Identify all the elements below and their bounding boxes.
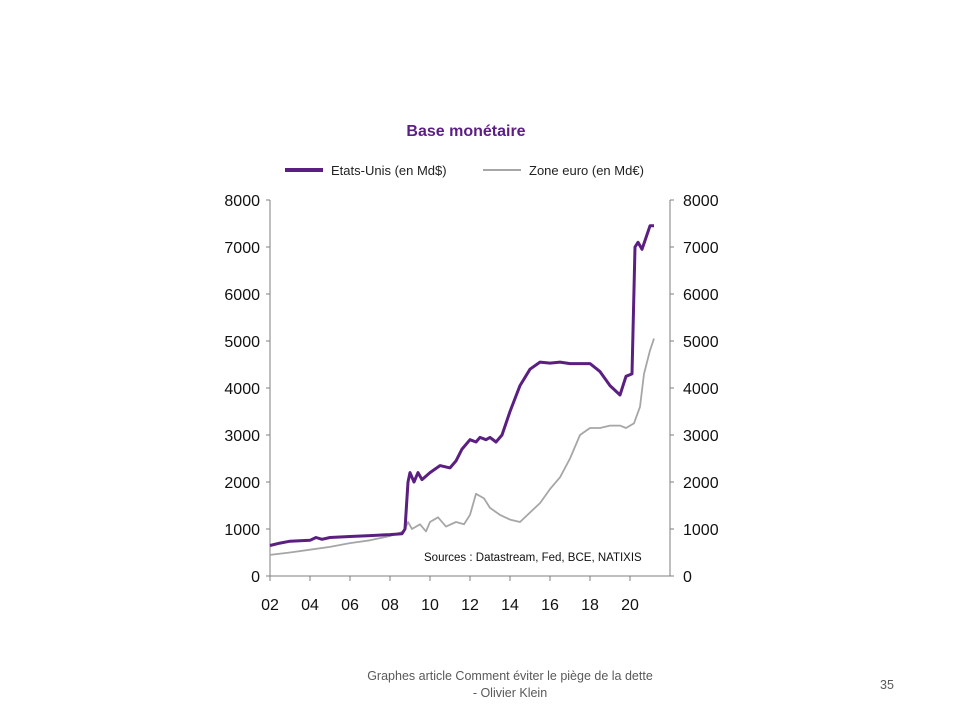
x-tick-label: 06 — [341, 597, 359, 614]
x-tick-label: 10 — [421, 597, 439, 614]
series-line-us — [269, 224, 654, 547]
y-tick-label-left: 1000 — [224, 522, 260, 539]
y-tick-label-right: 1000 — [683, 522, 719, 539]
y-tick-label-right: 8000 — [683, 193, 719, 210]
y-tick-label-left: 3000 — [224, 428, 260, 445]
y-tick-label-right: 2000 — [683, 475, 719, 492]
y-tick-label-right: 0 — [683, 569, 692, 586]
y-tick-label-left: 8000 — [224, 193, 260, 210]
x-tick-label: 14 — [501, 597, 519, 614]
footer-line2: - Olivier Klein — [472, 686, 548, 700]
axes — [269, 200, 671, 577]
page-number: 35 — [880, 678, 894, 692]
legend-label-us: Etats-Unis (en Md$) — [331, 163, 447, 178]
y-tick-label-left: 6000 — [224, 287, 260, 304]
y-tick-label-left: 4000 — [224, 381, 260, 398]
x-tick-label: 20 — [621, 597, 639, 614]
x-tick-label: 02 — [261, 597, 279, 614]
source-note: Sources : Datastream, Fed, BCE, NATIXIS — [424, 552, 642, 564]
ticks: 0 1000 2000 3000 4000 5000 6000 7000 8000 0 1000 20… — [224, 193, 718, 614]
x-tick-label: 12 — [461, 597, 479, 614]
y-tick-label-right: 5000 — [683, 334, 719, 351]
y-tick-label-left: 7000 — [224, 240, 260, 257]
footer-line1: Graphes article Comment éviter le piège … — [367, 669, 653, 683]
series — [269, 224, 655, 556]
y-tick-label-right: 4000 — [683, 381, 719, 398]
legend-label-euro: Zone euro (en Md€) — [529, 163, 644, 178]
y-tick-label-left: 5000 — [224, 334, 260, 351]
y-tick-label-left: 0 — [251, 569, 260, 586]
y-tick-label-left: 2000 — [224, 475, 260, 492]
x-tick-label: 18 — [581, 597, 599, 614]
footer-caption: Graphes article Comment éviter le piège … — [330, 668, 690, 702]
x-tick-label: 16 — [541, 597, 559, 614]
y-tick-label-right: 6000 — [683, 287, 719, 304]
y-tick-label-right: 3000 — [683, 428, 719, 445]
chart-title: Base monétaire — [406, 123, 525, 140]
x-tick-label: 04 — [301, 597, 319, 614]
x-tick-label: 08 — [381, 597, 399, 614]
y-tick-label-right: 7000 — [683, 240, 719, 257]
series-line-euro — [269, 338, 655, 556]
legend: Etats-Unis (en Md$) Zone euro (en Md€) — [285, 163, 644, 178]
